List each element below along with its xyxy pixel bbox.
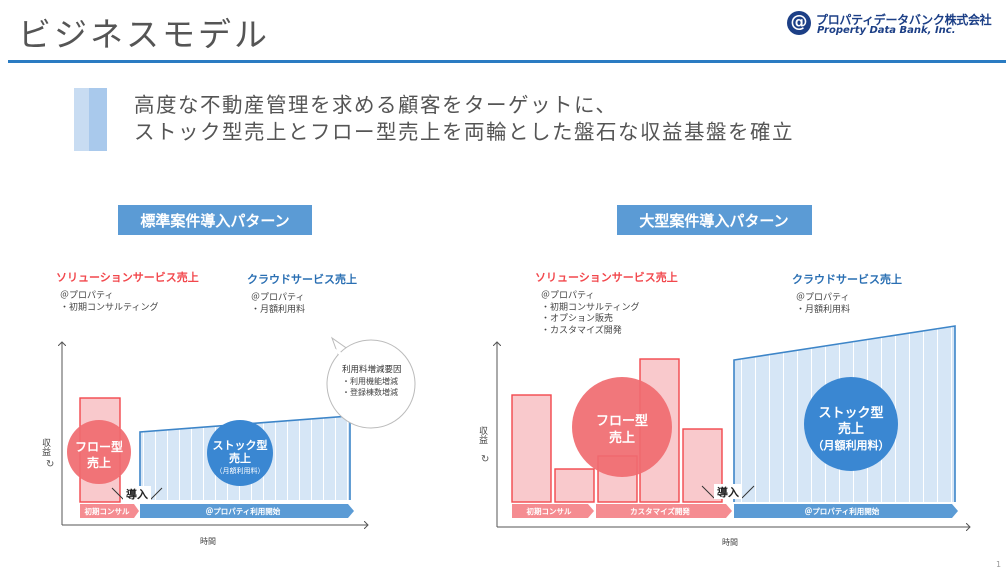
large-solution-item: ＠プロパティ <box>541 290 594 301</box>
company-name-ja: プロパティデータバンク株式会社 <box>816 13 992 27</box>
large-pattern: 大型案件導入パターン ソリューションサービス売上 ＠プロパティ ・初期コンサルテ… <box>477 205 970 547</box>
standard-flow-label: フロー型 <box>75 439 123 454</box>
lead-line-2: ストック型売上とフロー型売上を両輪とした盤石な収益基盤を確立 <box>134 120 794 144</box>
large-stock-circle <box>804 377 898 471</box>
large-flow-label: フロー型 <box>596 413 648 429</box>
standard-solution-item: ・初期コンサルティング <box>60 301 158 313</box>
page-number: 1 <box>996 560 1002 569</box>
large-usage-arrow <box>734 504 958 518</box>
large-custom-label: カスタマイズ開発 <box>630 506 690 516</box>
standard-flow-label: 売上 <box>87 455 111 470</box>
standard-pattern: 標準案件導入パターン ソリューションサービス売上 ＠プロパティ ・初期コンサルテ… <box>40 205 416 546</box>
standard-usage-label: ＠プロパティ利用開始 <box>206 506 281 516</box>
large-solution-item: ・オプション販売 <box>541 312 613 324</box>
standard-cloud-title: クラウドサービス売上 <box>247 272 357 286</box>
standard-callout-item: ・利用機能増減 <box>342 376 398 386</box>
large-intro-label: 導入 <box>717 485 739 499</box>
large-flow-bar <box>554 468 595 503</box>
refresh-icon: ↻ <box>46 459 54 470</box>
at-mark-icon: @ <box>787 11 811 35</box>
standard-stock-label: 売上 <box>229 451 251 465</box>
standard-callout-title: 利用料増減要因 <box>342 364 402 375</box>
refresh-icon: ↻ <box>481 454 489 465</box>
header-divider <box>8 60 1006 63</box>
standard-x-label: 時間 <box>200 537 216 546</box>
standard-stock-label: （月額利用料） <box>216 466 265 475</box>
standard-heading-box <box>118 205 312 235</box>
large-cloud-item: ・月額利用料 <box>796 303 850 315</box>
large-x-label: 時間 <box>722 538 738 547</box>
large-custom-arrow <box>596 504 732 518</box>
standard-solution-item: ＠プロパティ <box>60 290 113 301</box>
large-consult-label: 初期コンサル <box>527 506 572 516</box>
large-cloud-title: クラウドサービス売上 <box>792 272 902 286</box>
standard-callout-item: ・登録棟数増減 <box>342 387 398 397</box>
large-consult-arrow <box>512 504 594 518</box>
standard-intro-label: 導入 <box>126 487 148 501</box>
large-flow-bar <box>511 394 552 503</box>
lead-accent-bar <box>74 88 107 151</box>
large-solution-item: ・カスタマイズ開発 <box>541 324 622 336</box>
large-usage-label: ＠プロパティ利用開始 <box>805 506 880 516</box>
large-flow-circle <box>572 377 672 477</box>
standard-consult-arrow <box>80 504 139 518</box>
company-logo: @ プロパティデータバンク株式会社 Property Data Bank, In… <box>787 11 1002 41</box>
standard-y-label: 収益 <box>40 437 51 456</box>
large-stock-label: ストック型 <box>818 405 883 421</box>
lead-line-1: 高度な不動産管理を求める顧客をターゲットに、 <box>134 93 618 117</box>
large-solution-title: ソリューションサービス売上 <box>535 270 678 284</box>
standard-consult-label: 初期コンサル <box>85 506 130 516</box>
large-cloud-item: ＠プロパティ <box>796 292 849 303</box>
large-stock-label: 売上 <box>838 421 864 437</box>
large-flow-label: 売上 <box>609 430 635 446</box>
standard-cloud-item: ＠プロパティ <box>251 292 304 303</box>
standard-flow-circle <box>67 420 131 484</box>
large-stock-label: （月額利用料） <box>813 438 890 452</box>
large-heading-box <box>617 205 812 235</box>
large-solution-item: ・初期コンサルティング <box>541 301 639 313</box>
standard-usage-arrow <box>140 504 354 518</box>
standard-stock-label: ストック型 <box>213 438 268 452</box>
standard-heading: 標準案件導入パターン <box>140 212 289 230</box>
page-title: ビジネスモデル <box>18 15 270 54</box>
company-name-en: Property Data Bank, Inc. <box>817 25 956 36</box>
large-y-label: 収益 <box>477 425 488 444</box>
large-stock-outline <box>733 325 956 502</box>
standard-cloud-item: ・月額利用料 <box>251 303 305 315</box>
large-heading: 大型案件導入パターン <box>639 212 788 230</box>
standard-solution-title: ソリューションサービス売上 <box>56 270 199 284</box>
lead-statement: 高度な不動産管理を求める顧客をターゲットに、 ストック型売上とフロー型売上を両輪… <box>134 92 794 146</box>
standard-callout <box>326 339 416 429</box>
standard-stock-circle <box>207 420 273 486</box>
